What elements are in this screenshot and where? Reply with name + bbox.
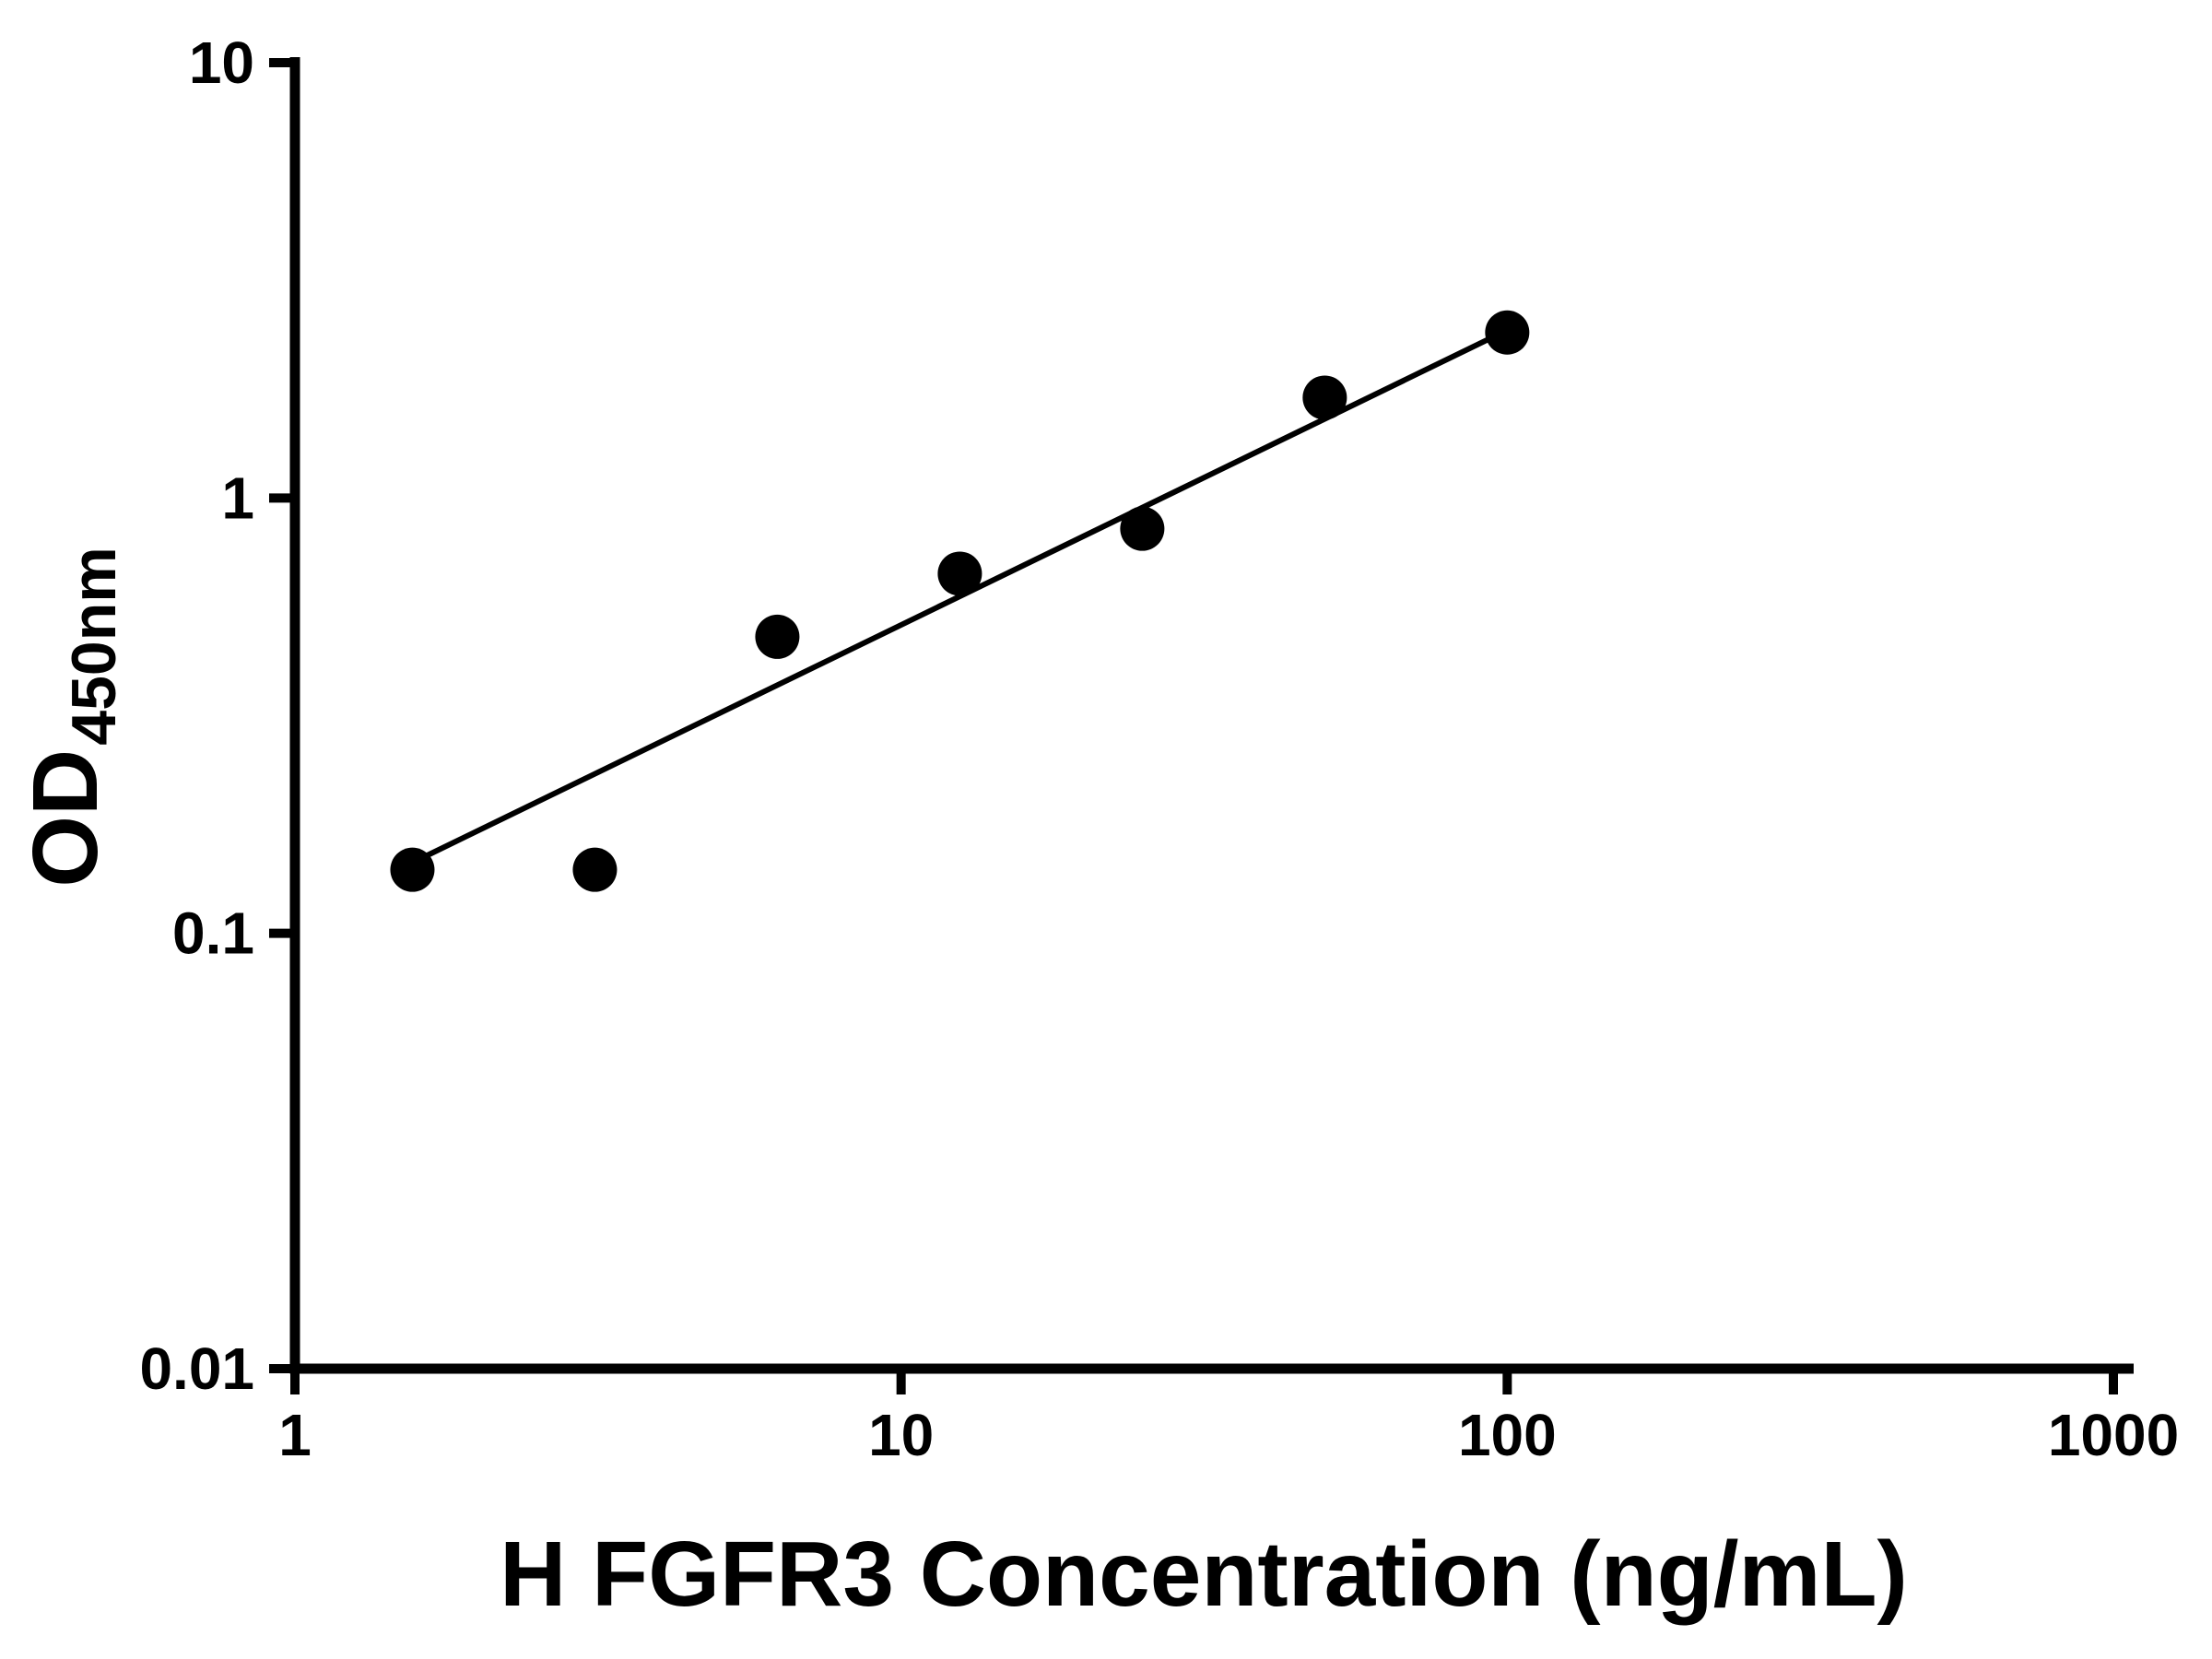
axes xyxy=(289,57,2134,1374)
x-axis-title: H FGFR3 Concentration (ng/mL) xyxy=(500,1523,1908,1626)
data-point xyxy=(937,551,982,596)
data-point xyxy=(1120,506,1165,551)
x-tick-label: 10 xyxy=(868,1402,934,1468)
x-tick-label: 1000 xyxy=(2048,1402,2179,1468)
data-point xyxy=(390,847,435,892)
y-tick-label: 1 xyxy=(221,465,254,531)
y-tick-label: 0.1 xyxy=(172,900,254,967)
x-tick-label: 100 xyxy=(1458,1402,1557,1468)
data-point xyxy=(755,614,800,659)
x-tick-label: 1 xyxy=(278,1402,312,1468)
y-tick-label: 0.01 xyxy=(139,1335,254,1402)
svg-text:OD450nm: OD450nm xyxy=(14,547,129,887)
data-point xyxy=(572,847,618,892)
plot-series xyxy=(390,310,1530,892)
axis-ticks xyxy=(269,58,2118,1394)
y-tick-label: 10 xyxy=(189,29,254,96)
axis-tick-labels: 1 10 100 1000 0.01 0.1 1 10 xyxy=(139,29,2179,1468)
y-axis-title: OD450nm xyxy=(14,547,129,887)
axis-spine xyxy=(289,57,2134,1374)
y-axis-title-subscript: 450nm xyxy=(59,547,129,745)
data-point xyxy=(1302,375,1347,420)
data-point xyxy=(1485,310,1530,355)
y-axis-title-base: OD xyxy=(14,749,117,888)
